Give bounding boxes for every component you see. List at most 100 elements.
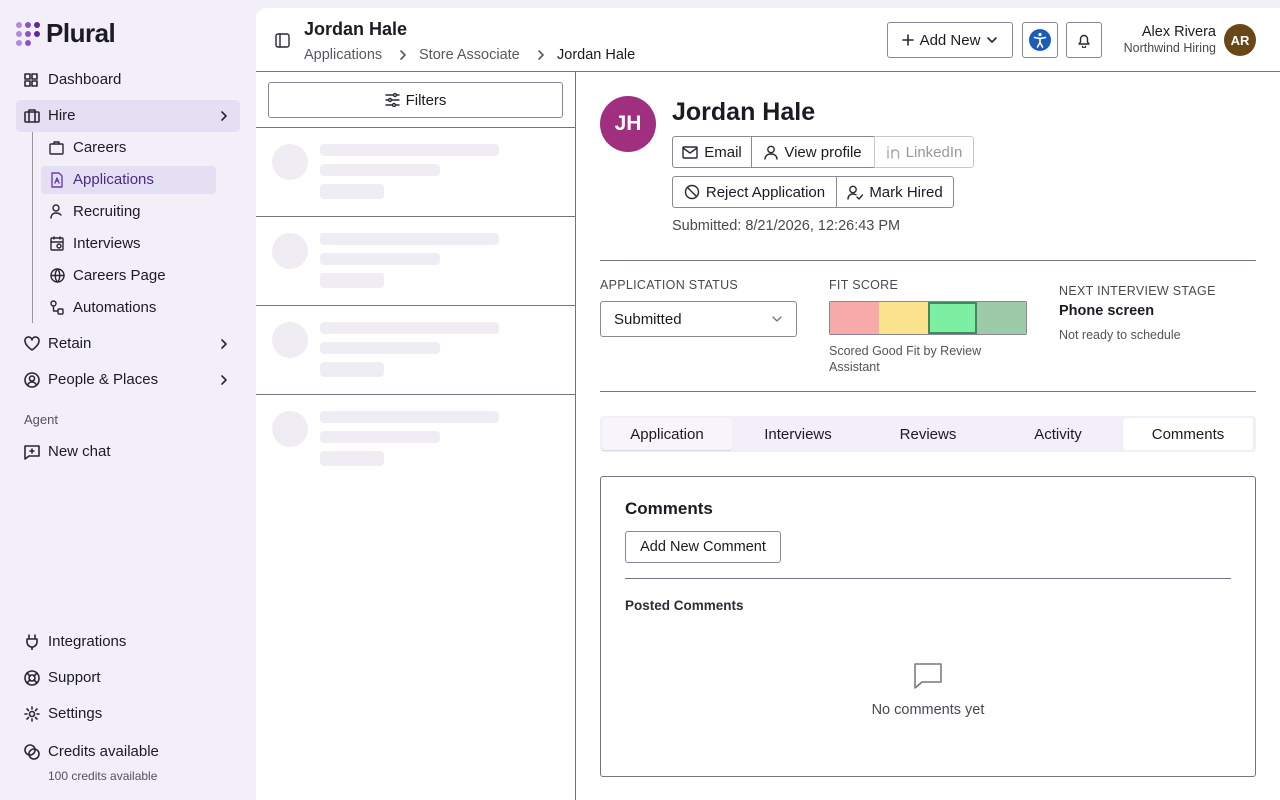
button-label: Reject Application (705, 183, 826, 201)
skeleton-line (320, 431, 440, 443)
settings-icon (24, 706, 40, 722)
button-label: Mark Hired (869, 183, 943, 201)
nav-link[interactable]: Hire (48, 107, 76, 124)
mark-hired-button[interactable]: Mark Hired (836, 176, 954, 208)
nav-link[interactable]: Integrations (48, 633, 127, 650)
notifications-button[interactable] (1066, 22, 1102, 58)
skeleton-avatar (272, 322, 308, 358)
page-title: Jordan Hale (304, 19, 408, 39)
nav-active-bg[interactable] (41, 166, 216, 194)
skeleton-line (320, 253, 440, 265)
nav-sublink[interactable]: Interviews (73, 235, 141, 252)
user-avatar[interactable]: AR (1224, 24, 1256, 56)
chevron-down (772, 316, 782, 322)
breadcrumb-separator (538, 50, 544, 60)
filters-button[interactable]: Filters (268, 82, 563, 118)
accessibility-button[interactable] (1022, 22, 1058, 58)
linkedin-button[interactable]: LinkedIn (874, 136, 974, 168)
row-divider (256, 216, 575, 217)
sidebar-toggle[interactable] (275, 33, 290, 48)
credits-detail: 100 credits available (48, 769, 158, 783)
retain-icon (24, 336, 40, 351)
comments-card (600, 476, 1256, 777)
nav-link[interactable]: People & Places (48, 371, 159, 388)
section-label: Agent (24, 412, 58, 427)
email-button[interactable]: Email (672, 136, 752, 168)
tree-line (32, 132, 33, 323)
nav-link[interactable]: Settings (48, 705, 103, 722)
tab[interactable]: Application (602, 418, 732, 450)
empty-message: No comments yet (871, 702, 985, 718)
skeleton-line (320, 322, 499, 334)
brand-name: Plural (46, 18, 116, 48)
row-divider (256, 394, 575, 395)
button-label: Email (704, 143, 742, 161)
nav-sublink[interactable]: Applications (73, 171, 154, 188)
chevron-down (987, 37, 998, 43)
add-new-button[interactable]: Add New (887, 22, 1013, 58)
person-icon (764, 145, 779, 160)
row-divider (256, 305, 575, 306)
nav-sublink[interactable]: Careers (73, 139, 127, 156)
recruiting-icon (50, 204, 62, 219)
applications-icon (51, 172, 63, 188)
card-title: Comments (625, 499, 713, 518)
accessibility-icon (1029, 29, 1051, 51)
nav-link[interactable]: Dashboard (48, 71, 122, 88)
breadcrumb[interactable]: Store Associate (419, 47, 520, 63)
add-comment-button[interactable]: Add New Comment (625, 531, 781, 563)
linkedin-icon (886, 146, 899, 159)
nav-active-bg[interactable] (16, 100, 240, 132)
breadcrumb[interactable]: Applications (304, 47, 383, 63)
skeleton-line (320, 184, 384, 199)
hire-icon (24, 109, 40, 123)
brand-logo (16, 22, 40, 46)
skeleton-line (320, 411, 499, 423)
fit-segment-selected[interactable] (928, 302, 977, 334)
tab[interactable]: Activity (1034, 425, 1082, 443)
fit-segment[interactable] (879, 302, 928, 334)
nav-sublink[interactable]: Automations (73, 299, 157, 316)
view-profile-button[interactable]: View profile (751, 136, 875, 168)
careers-icon (49, 141, 64, 155)
fit-caption: Scored Good Fit by Review Assistant (829, 344, 982, 374)
nav-link[interactable]: Support (48, 669, 101, 686)
chat-icon (24, 445, 40, 460)
tab-active[interactable]: Comments (1123, 418, 1253, 450)
breadcrumb-current: Jordan Hale (557, 47, 636, 63)
credits-icon (24, 744, 40, 760)
nav-sublink[interactable]: Recruiting (73, 203, 141, 220)
fit-segment[interactable] (830, 302, 879, 334)
reject-button[interactable]: Reject Application (672, 176, 837, 208)
skeleton-avatar (272, 411, 308, 447)
header-divider (256, 71, 1280, 72)
fit-segment[interactable] (977, 302, 1026, 334)
ban-icon (684, 184, 700, 200)
chevron (221, 375, 227, 385)
posted-label: Posted Comments (625, 598, 744, 613)
tab[interactable]: Interviews (764, 425, 832, 443)
nav-sublink[interactable]: Careers Page (73, 267, 166, 284)
bell-icon (1078, 34, 1090, 48)
applicant-name: Jordan Hale (672, 98, 816, 126)
support-icon (24, 670, 40, 686)
nav-link[interactable]: New chat (48, 443, 111, 460)
skeleton-line (320, 144, 499, 156)
button-label: LinkedIn (905, 143, 963, 161)
field-label: APPLICATION STATUS (600, 278, 739, 292)
careers-page-icon (50, 268, 65, 283)
status-select[interactable]: Submitted (600, 301, 797, 337)
button-label: View profile (784, 143, 862, 161)
tab[interactable]: Reviews (899, 425, 957, 443)
section-divider (600, 391, 1256, 392)
integrations-icon (26, 634, 38, 650)
credits-title[interactable]: Credits available (48, 743, 159, 760)
filters-icon (384, 93, 400, 107)
skeleton-line (320, 362, 384, 377)
nav-link[interactable]: Retain (48, 335, 92, 352)
mail-icon (682, 145, 698, 159)
fit-score-scale (829, 301, 1027, 335)
button-label: Add New (919, 31, 981, 49)
